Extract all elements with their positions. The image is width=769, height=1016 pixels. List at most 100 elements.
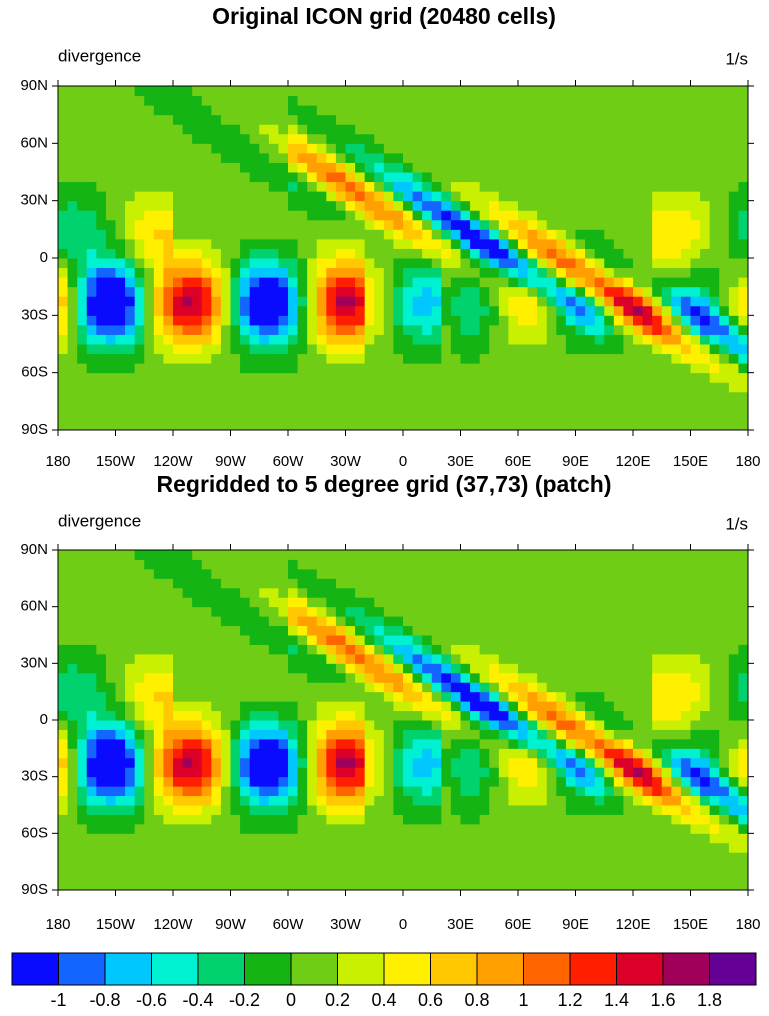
- field-cell: [642, 767, 653, 778]
- field-cell: [594, 296, 605, 307]
- field-cell: [565, 776, 576, 787]
- field-cell: [479, 776, 490, 787]
- field-cell: [680, 353, 691, 364]
- field-cell: [307, 238, 318, 249]
- field-cell: [518, 305, 529, 316]
- field-cell: [671, 172, 682, 183]
- field-cell: [345, 776, 356, 787]
- field-cell: [537, 842, 548, 853]
- field-cell: [268, 344, 279, 355]
- field-cell: [422, 701, 433, 712]
- field-cell: [498, 114, 509, 125]
- field-cell: [546, 729, 557, 740]
- field-cell: [518, 842, 529, 853]
- field-cell: [173, 597, 184, 608]
- field-cell: [220, 616, 231, 627]
- field-cell: [77, 191, 88, 202]
- field-cell: [374, 229, 385, 240]
- field-cell: [105, 267, 116, 278]
- field-cell: [585, 143, 596, 154]
- field-cell: [479, 805, 490, 815]
- field-cell: [192, 363, 203, 374]
- field-cell: [642, 258, 653, 269]
- field-cell: [604, 720, 615, 730]
- field-cell: [364, 720, 375, 730]
- field-cell: [661, 219, 672, 230]
- field-cell: [661, 410, 672, 421]
- field-cell: [613, 597, 624, 608]
- field-cell: [604, 372, 615, 383]
- field-cell: [518, 852, 529, 863]
- field-cell: [460, 748, 471, 759]
- field-cell: [316, 786, 327, 797]
- field-cell: [96, 114, 107, 125]
- field-cell: [134, 738, 145, 749]
- field-cell: [403, 720, 414, 730]
- field-cell: [125, 729, 136, 740]
- field-cell: [585, 353, 596, 364]
- field-cell: [230, 710, 241, 721]
- field-cell: [470, 267, 481, 278]
- field-cell: [527, 550, 538, 560]
- field-cell: [297, 720, 308, 730]
- field-cell: [642, 344, 653, 355]
- field-cell: [652, 672, 663, 683]
- field-cell: [489, 229, 500, 240]
- field-cell: [431, 559, 442, 570]
- field-cell: [249, 568, 260, 579]
- field-cell: [58, 805, 69, 815]
- field-cell: [125, 701, 136, 712]
- field-cell: [412, 296, 423, 307]
- field-cell: [153, 644, 164, 655]
- field-cell: [671, 833, 682, 844]
- field-cell: [192, 219, 203, 230]
- field-cell: [144, 635, 155, 645]
- field-cell: [220, 305, 231, 316]
- field-cell: [441, 401, 452, 412]
- field-cell: [307, 172, 318, 183]
- field-cell: [623, 124, 634, 135]
- field-cell: [527, 691, 538, 702]
- field-cell: [67, 729, 78, 740]
- field-cell: [575, 267, 586, 278]
- field-cell: [633, 248, 644, 259]
- field-cell: [307, 200, 318, 211]
- field-cell: [498, 200, 509, 211]
- field-cell: [326, 757, 337, 768]
- field-cell: [230, 334, 241, 345]
- field-cell: [182, 191, 193, 202]
- field-cell: [364, 635, 375, 645]
- field-cell: [220, 258, 231, 269]
- field-cell: [537, 833, 548, 844]
- field-cell: [661, 391, 672, 402]
- field-cell: [58, 382, 69, 393]
- field-cell: [345, 842, 356, 853]
- field-cell: [288, 219, 299, 230]
- field-cell: [268, 152, 279, 163]
- field-cell: [125, 625, 136, 636]
- field-cell: [575, 625, 586, 636]
- field-cell: [479, 833, 490, 844]
- field-cell: [364, 420, 375, 431]
- field-cell: [450, 181, 461, 192]
- field-cell: [249, 162, 260, 173]
- field-cell: [393, 181, 404, 192]
- field-cell: [316, 95, 327, 106]
- field-cell: [537, 729, 548, 740]
- field-cell: [249, 729, 260, 740]
- field-cell: [249, 353, 260, 364]
- field-cell: [642, 720, 653, 730]
- field-cell: [192, 644, 203, 655]
- field-cell: [652, 210, 663, 221]
- field-cell: [518, 672, 529, 683]
- field-cell: [240, 124, 251, 135]
- field-cell: [623, 748, 634, 759]
- field-cell: [470, 238, 481, 249]
- field-cell: [316, 200, 327, 211]
- field-cell: [345, 114, 356, 125]
- field-cell: [441, 701, 452, 712]
- field-cell: [652, 353, 663, 364]
- field-cell: [393, 105, 404, 116]
- field-cell: [77, 795, 88, 806]
- field-cell: [326, 162, 337, 173]
